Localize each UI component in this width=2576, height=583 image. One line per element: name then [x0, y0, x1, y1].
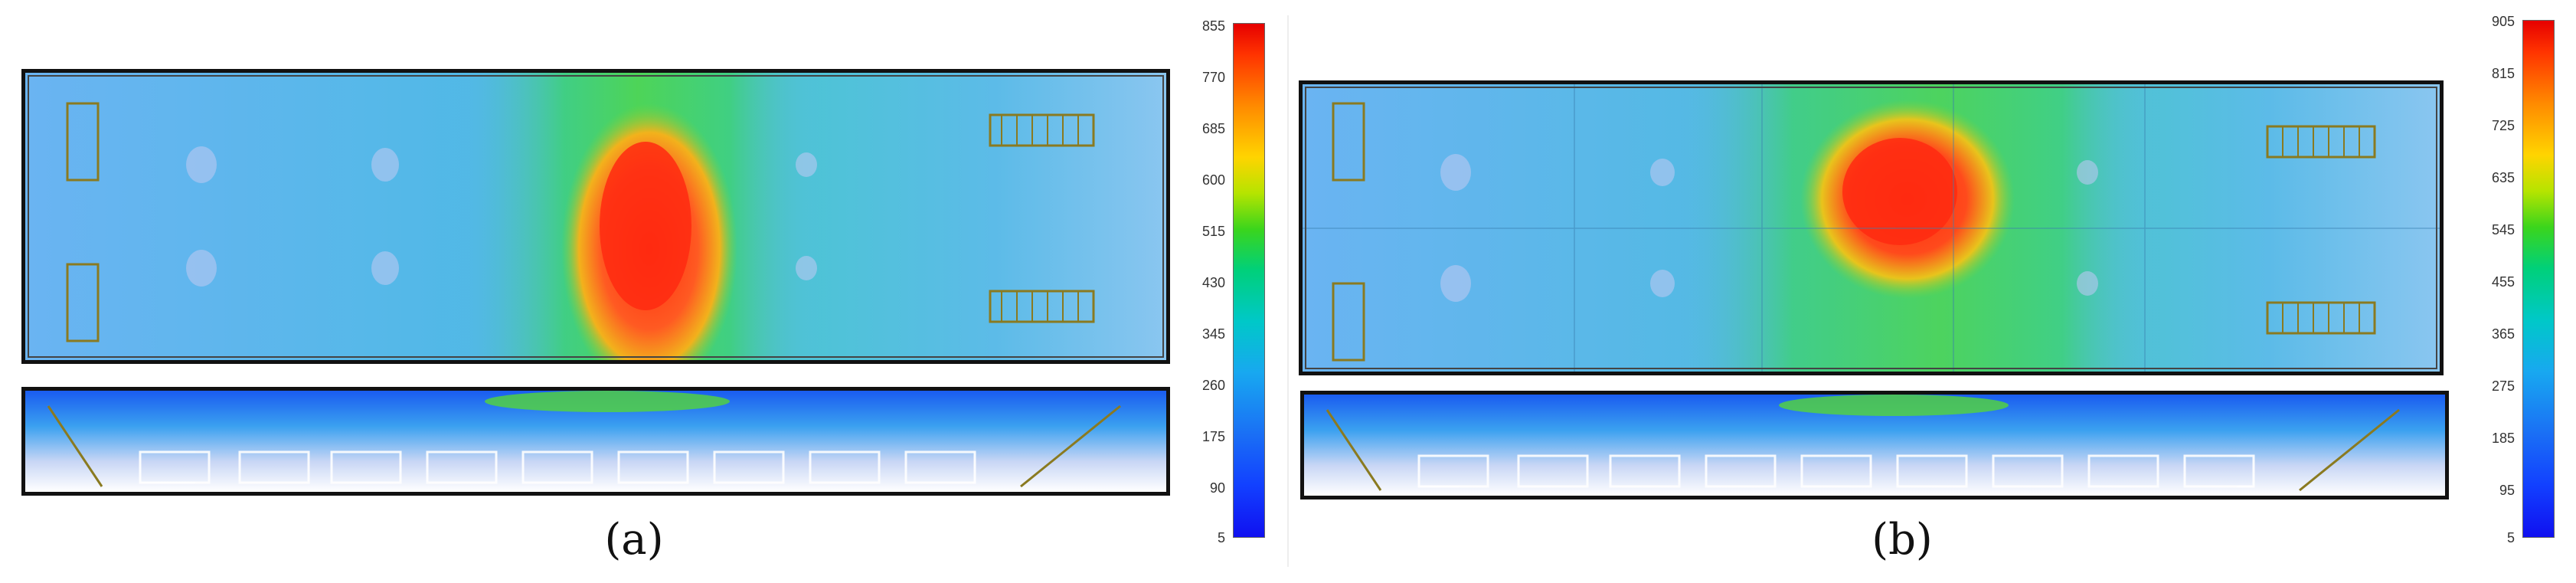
panel-divider: [1287, 15, 1289, 567]
panel-b-tick: 635: [2491, 170, 2515, 185]
panel-b-tick: 95: [2499, 483, 2515, 498]
panel-b-tick: 275: [2491, 378, 2515, 394]
panel-a-top-heatmap: [25, 73, 1166, 360]
panel-b-colorbar: [2522, 20, 2555, 538]
panel-a-tick: 855: [1201, 18, 1225, 34]
panel-b-tick: 455: [2491, 274, 2515, 290]
panel-a-caption: (a): [604, 515, 664, 565]
panel-a-colorbar: [1233, 23, 1265, 538]
panel-b-side-view: [1300, 391, 2449, 499]
panel-a-top-view: [21, 69, 1170, 364]
panel-a-side-view: [21, 387, 1170, 496]
panel-a-tick: 345: [1201, 326, 1225, 342]
panel-a-tick: 5: [1217, 530, 1225, 545]
panel-a-tick: 260: [1201, 378, 1225, 393]
panel-b-side-heatmap: [1304, 395, 2445, 496]
panel-a-tick: 600: [1201, 172, 1225, 188]
panel-b-tick: 185: [2491, 431, 2515, 446]
panel-b-top-heatmap: [1303, 84, 2440, 372]
panel-a-tick: 685: [1201, 121, 1225, 136]
panel-a-tick: 90: [1209, 480, 1225, 496]
panel-b-tick: 365: [2491, 326, 2515, 342]
panel-a-side-heatmap: [25, 391, 1166, 492]
panel-b-top-view: [1299, 80, 2444, 375]
panel-a: 855 770 685 600 515 430 345 260 175 90 5…: [0, 0, 1286, 583]
panel-b-tick: 545: [2491, 222, 2515, 237]
panel-a-tick: 770: [1201, 70, 1225, 85]
panel-b: 905 815 725 635 545 455 365 275 185 95 5…: [1290, 0, 2576, 583]
panel-a-tick: 515: [1201, 224, 1225, 239]
panel-a-tick: 430: [1201, 275, 1225, 290]
panel-b-tick: 905: [2491, 14, 2515, 29]
panel-b-caption: (b): [1872, 515, 1933, 565]
panel-b-tick: 725: [2491, 118, 2515, 133]
panel-b-tick: 815: [2491, 66, 2515, 81]
panel-b-tick: 5: [2506, 530, 2515, 545]
panel-a-tick: 175: [1201, 429, 1225, 444]
